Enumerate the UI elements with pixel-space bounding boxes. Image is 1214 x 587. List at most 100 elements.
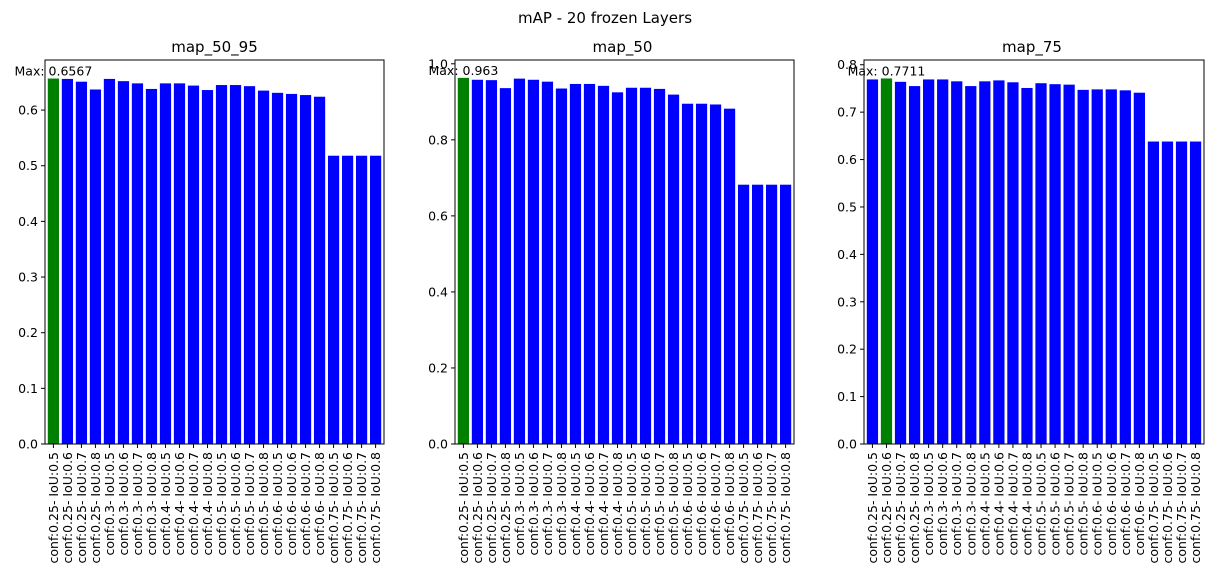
y-tick-label: 0.6	[18, 103, 38, 118]
x-tick-label: conf:0.5- IoU:0.5	[624, 452, 639, 556]
bar	[993, 80, 1005, 444]
bar	[569, 83, 582, 444]
x-tick-label: conf:0.6- IoU:0.5	[1090, 452, 1105, 556]
x-tick-label: conf:0.4- IoU:0.6	[582, 452, 597, 556]
x-tick-label: conf:0.4- IoU:0.7	[596, 452, 611, 556]
x-tick-label: conf:0.25- IoU:0.7	[893, 452, 908, 564]
x-tick-label: conf:0.3- IoU:0.8	[144, 452, 159, 556]
bar	[1077, 89, 1089, 445]
x-tick-label: conf:0.3- IoU:0.7	[130, 452, 145, 556]
bar	[625, 87, 638, 444]
x-tick-label: conf:0.25- IoU:0.8	[498, 452, 513, 564]
x-tick-label: conf:0.25- IoU:0.5	[865, 452, 880, 564]
y-tick-label: 1.0	[428, 56, 448, 71]
max-annotation: Max: 0.7711	[848, 63, 926, 78]
bar	[327, 155, 340, 444]
max-annotation: Max: 0.963	[428, 63, 498, 78]
x-tick-label: conf:0.4- IoU:0.8	[1019, 452, 1034, 556]
y-tick-label: 0.2	[837, 342, 857, 357]
x-tick-label: conf:0.5- IoU:0.6	[228, 452, 243, 556]
y-tick-label: 0.3	[837, 294, 857, 309]
chart-panel-map-50: map_50 0.0 0.2 0.4 0.6 0.8 1.0 conf:0.25- IoU:…	[428, 38, 795, 564]
x-tick-label: conf:0.3- IoU:0.5	[102, 452, 117, 556]
bar	[243, 86, 256, 444]
x-tick-label: conf:0.5- IoU:0.5	[1034, 452, 1049, 556]
y-tick-label: 0.2	[428, 360, 448, 375]
y-tick-label: 0.6	[837, 152, 857, 167]
x-tick-label: conf:0.25- IoU:0.6	[470, 452, 485, 564]
x-tick-label: conf:0.4- IoU:0.6	[991, 452, 1006, 556]
bar	[75, 81, 88, 444]
bar	[145, 88, 158, 444]
x-tick-label: conf:0.5- IoU:0.7	[1062, 452, 1077, 556]
bar	[667, 94, 680, 444]
bar	[103, 78, 116, 445]
chart-title: map_75	[1002, 38, 1062, 57]
bar	[471, 79, 484, 445]
x-tick-label: conf:0.25- IoU:0.8	[88, 452, 103, 564]
x-tick-label: conf:0.4- IoU:0.8	[200, 452, 215, 556]
x-tick-label: conf:0.6- IoU:0.8	[722, 452, 737, 556]
x-tick-label: conf:0.3- IoU:0.5	[512, 452, 527, 556]
x-tick-label: conf:0.6- IoU:0.7	[1118, 452, 1133, 556]
y-tick-label: 0.8	[428, 132, 448, 147]
bar	[866, 79, 879, 444]
bar	[541, 81, 554, 445]
x-tick-label: conf:0.4- IoU:0.5	[977, 452, 992, 556]
y-tick-label: 0.6	[428, 208, 448, 223]
bar	[1189, 141, 1202, 445]
x-tick-label: conf:0.6- IoU:0.7	[298, 452, 313, 556]
x-tick-label: conf:0.3- IoU:0.7	[540, 452, 555, 556]
bar	[1161, 141, 1174, 445]
x-tick-label: conf:0.75- IoU:0.7	[1174, 452, 1189, 564]
bar	[513, 78, 526, 444]
bar	[1105, 89, 1117, 444]
x-tick-label: conf:0.75- IoU:0.6	[340, 452, 355, 564]
x-tick-label: conf:0.5- IoU:0.6	[638, 452, 653, 556]
x-tick-label: conf:0.5- IoU:0.6	[1048, 452, 1063, 556]
y-tick-label: 0.0	[428, 437, 448, 452]
bar	[555, 88, 568, 444]
x-tick-label: conf:0.75- IoU:0.8	[778, 452, 793, 564]
bar	[313, 96, 326, 444]
bar-max	[880, 78, 893, 444]
bar-max	[47, 78, 60, 444]
bar	[201, 90, 214, 445]
x-tick-label: conf:0.3- IoU:0.8	[963, 452, 978, 556]
x-tick-label: conf:0.3- IoU:0.6	[526, 452, 541, 556]
axes-frame	[44, 59, 385, 445]
bar	[89, 89, 102, 444]
bar	[908, 86, 921, 444]
x-tick-label: conf:0.75- IoU:0.5	[736, 452, 751, 564]
y-tick-label: 0.5	[18, 158, 38, 173]
x-tick-label: conf:0.75- IoU:0.8	[1188, 452, 1203, 564]
x-tick-label: conf:0.25- IoU:0.6	[879, 452, 894, 564]
bar	[894, 81, 907, 444]
bar	[1049, 84, 1061, 445]
y-tick-label: 0.1	[18, 381, 38, 396]
x-tick-label: conf:0.5- IoU:0.8	[666, 452, 681, 556]
x-tick-label: conf:0.3- IoU:0.7	[949, 452, 964, 556]
bar	[1119, 90, 1131, 444]
bar	[527, 79, 540, 445]
bar	[965, 86, 977, 444]
bar	[937, 79, 949, 444]
axes-frame	[454, 59, 795, 445]
x-tick-label: conf:0.4- IoU:0.7	[1005, 452, 1020, 556]
y-tick-label: 0.7	[837, 105, 857, 120]
x-tick-label: conf:0.25- IoU:0.7	[484, 452, 499, 564]
bar	[737, 184, 750, 444]
x-tick-label: conf:0.3- IoU:0.6	[116, 452, 131, 556]
bar	[611, 92, 624, 444]
bar	[285, 93, 298, 444]
bar	[695, 103, 708, 444]
bar	[979, 81, 991, 444]
y-tick-label: 0.4	[837, 247, 857, 262]
bar	[681, 103, 694, 444]
x-tick-label: conf:0.4- IoU:0.5	[568, 452, 583, 556]
bar	[257, 90, 270, 445]
x-tick-label: conf:0.75- IoU:0.6	[1160, 452, 1175, 564]
x-tick-label: conf:0.6- IoU:0.8	[312, 452, 327, 556]
bar-max	[457, 77, 470, 445]
bar	[951, 81, 963, 444]
